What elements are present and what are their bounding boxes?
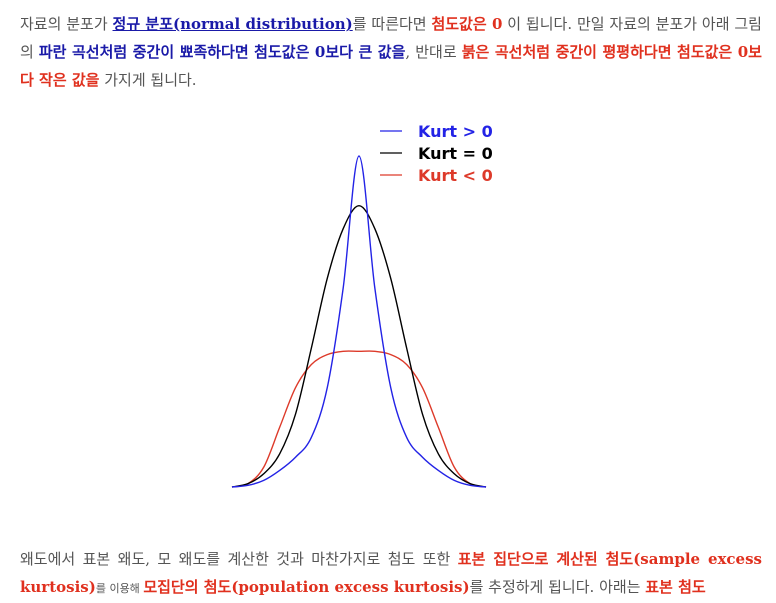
p2-small-text: 를 이용해 (95, 582, 144, 595)
legend-label-1: Kurt = 0 (418, 144, 493, 163)
legend-label-2: Kurt < 0 (418, 166, 493, 185)
p2-text-1: 왜도에서 표본 왜도, 모 왜도를 계산한 것과 마찬가지로 첨도 또한 (20, 550, 458, 568)
red-curve-highlight: 붉은 곡선처럼 중간이 평평하다면 첨도값은 0보다 작은 값을 (20, 43, 762, 89)
legend-label-0: Kurt > 0 (418, 122, 493, 141)
normal-distribution-link[interactable]: 정규 분포(normal distribution) (112, 15, 353, 33)
intro-text-5: 가지게 됩니다. (99, 71, 197, 89)
intro-paragraph: 자료의 분포가 정규 분포(normal distribution)를 따른다면… (20, 10, 762, 94)
intro-text-3: 이 됩니다. 만일 자료의 분포가 아래 그림의 (20, 15, 762, 61)
intro-text-1: 자료의 분포가 (20, 15, 113, 33)
kurtosis-chart: Kurt > 0 Kurt = 0 Kurt < 0 (220, 118, 500, 498)
sample-kurtosis-paragraph: 왜도에서 표본 왜도, 모 왜도를 계산한 것과 마찬가지로 첨도 또한 표본 … (20, 545, 762, 603)
blue-curve-highlight: 파란 곡선처럼 중간이 뾰족하다면 첨도값은 0보다 큰 값을 (38, 43, 406, 61)
sample-kurtosis-highlight: 표본 첨도 (645, 578, 706, 596)
series-line-0 (231, 155, 487, 488)
kurtosis-chart-svg: Kurt > 0 Kurt = 0 Kurt < 0 (231, 122, 493, 488)
kurt-zero-highlight: 첨도값은 0 (431, 15, 503, 33)
intro-text-4: , 반대로 (405, 43, 462, 61)
intro-text-2: 를 따른다면 (352, 15, 432, 33)
population-excess-kurtosis-highlight: 모집단의 첨도(population excess kurtosis) (143, 578, 470, 596)
series-line-2 (231, 350, 487, 488)
p2-text-2: 를 추정하게 됩니다. 아래는 (469, 578, 646, 596)
series-line-1 (231, 204, 487, 488)
sample-excess-kurtosis-highlight: 표본 집단으로 계산된 첨도(sample excess kurtosis) (20, 550, 762, 596)
